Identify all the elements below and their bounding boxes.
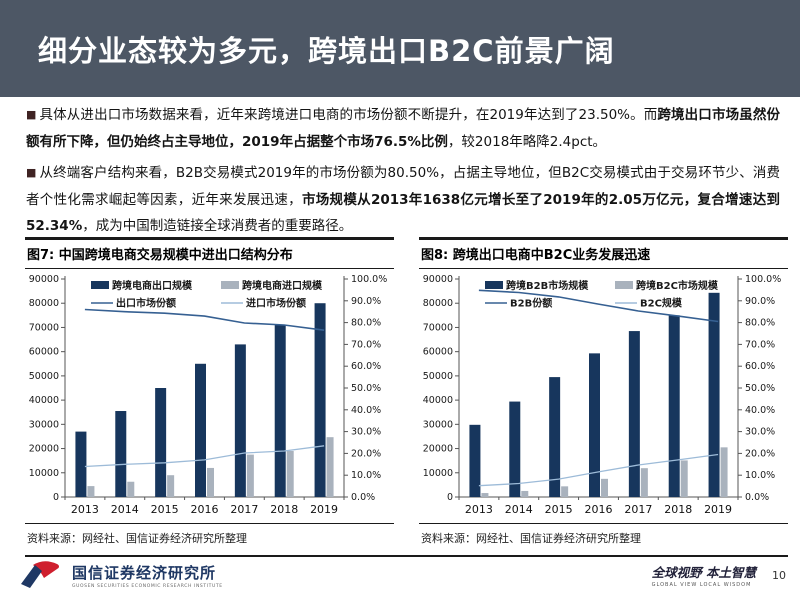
slogan-cn: 全球视野 本土智慧 <box>651 565 756 580</box>
svg-text:10000: 10000 <box>423 468 453 479</box>
svg-text:70000: 70000 <box>29 322 59 333</box>
svg-text:2019: 2019 <box>310 503 338 516</box>
page-title: 细分业态较为多元，跨境出口B2C前景广阔 <box>38 33 615 68</box>
svg-text:60000: 60000 <box>423 347 453 358</box>
svg-text:30.0%: 30.0% <box>745 427 775 438</box>
svg-text:50000: 50000 <box>29 371 59 382</box>
svg-text:2016: 2016 <box>585 503 613 516</box>
body-text: ■ 具体从进出口市场数据来看，近年来跨境进口电商的市场份额不断提升，在2019年达… <box>26 102 780 234</box>
svg-text:0: 0 <box>53 492 59 503</box>
svg-text:50.0%: 50.0% <box>351 383 381 394</box>
bullet-paragraph-1: ■ 具体从进出口市场数据来看，近年来跨境进口电商的市场份额不断提升，在2019年达… <box>26 102 780 155</box>
svg-text:20.0%: 20.0% <box>745 448 775 459</box>
svg-text:80000: 80000 <box>423 298 453 309</box>
svg-text:60000: 60000 <box>29 347 59 358</box>
svg-text:70.0%: 70.0% <box>351 339 381 350</box>
figure8-panel: 图8: 跨境出口电商中B2C业务发展迅速 0 10000 20000 30000 400… <box>419 237 788 555</box>
svg-text:40000: 40000 <box>423 395 453 406</box>
figure7-panel: 图7: 中国跨境电商交易规模中进出口结构分布 0 10000 20000 30000 4… <box>25 237 394 555</box>
svg-text:出口市场份额: 出口市场份额 <box>116 297 176 310</box>
bullet-paragraph-2: ■ 从终端客户结构来看，B2B交易模式2019年的市场份额为80.50%，占据主导… <box>26 160 780 234</box>
svg-text:70000: 70000 <box>423 322 453 333</box>
figure8-title: 图8: 跨境出口电商中B2C业务发展迅速 <box>419 237 788 269</box>
svg-text:40.0%: 40.0% <box>351 405 381 416</box>
svg-text:10.0%: 10.0% <box>745 470 775 481</box>
svg-text:70.0%: 70.0% <box>745 339 775 350</box>
svg-text:2015: 2015 <box>151 503 179 516</box>
svg-text:2018: 2018 <box>664 503 692 516</box>
svg-text:60.0%: 60.0% <box>745 361 775 372</box>
svg-text:20.0%: 20.0% <box>351 448 381 459</box>
svg-text:2019: 2019 <box>704 503 732 516</box>
svg-text:10000: 10000 <box>29 468 59 479</box>
svg-text:0: 0 <box>447 492 453 503</box>
svg-text:跨境B2B市场规模: 跨境B2B市场规模 <box>506 279 589 292</box>
bullet-square-icon: ■ <box>26 108 37 121</box>
svg-text:2016: 2016 <box>191 503 219 516</box>
svg-text:90.0%: 90.0% <box>745 296 775 307</box>
svg-text:20000: 20000 <box>423 444 453 455</box>
svg-text:进口市场份额: 进口市场份额 <box>246 297 306 310</box>
svg-text:30000: 30000 <box>29 419 59 430</box>
svg-text:2014: 2014 <box>111 503 139 516</box>
svg-text:30.0%: 30.0% <box>351 427 381 438</box>
svg-text:B2C规模: B2C规模 <box>640 297 683 310</box>
svg-text:50000: 50000 <box>423 371 453 382</box>
svg-text:B2B份额: B2B份额 <box>510 297 552 310</box>
svg-text:90000: 90000 <box>29 274 59 285</box>
svg-text:0.0%: 0.0% <box>351 492 375 503</box>
svg-text:80.0%: 80.0% <box>351 318 381 329</box>
figure7-title: 图7: 中国跨境电商交易规模中进出口结构分布 <box>25 237 394 269</box>
svg-text:2015: 2015 <box>545 503 573 516</box>
svg-text:2018: 2018 <box>270 503 298 516</box>
bullet-2-text: 从终端客户结构来看，B2B交易模式2019年的市场份额为80.50%，占据主导地… <box>26 165 780 234</box>
footer: 国信证券经济研究所 GUOSEN SECURITIES ECONOMIC RES… <box>0 554 800 600</box>
brand-name-cn: 国信证券经济研究所 <box>72 563 217 582</box>
svg-text:80000: 80000 <box>29 298 59 309</box>
svg-text:60.0%: 60.0% <box>351 361 381 372</box>
svg-text:10.0%: 10.0% <box>351 470 381 481</box>
svg-text:100.0%: 100.0% <box>745 274 781 285</box>
brand-text: 国信证券经济研究所 GUOSEN SECURITIES ECONOMIC RES… <box>72 562 223 589</box>
svg-text:80.0%: 80.0% <box>745 318 775 329</box>
svg-text:跨境B2C市场规模: 跨境B2C市场规模 <box>636 279 719 292</box>
svg-text:2017: 2017 <box>230 503 258 516</box>
footer-right: 全球视野 本土智慧 GLOBAL VIEW LOCAL WISDOM 10 <box>652 562 786 588</box>
figure7-source: 资料来源：网经社、国信证券经济研究所整理 <box>25 523 394 555</box>
svg-text:2017: 2017 <box>624 503 652 516</box>
page-number: 10 <box>772 568 786 582</box>
slogan-block: 全球视野 本土智慧 GLOBAL VIEW LOCAL WISDOM <box>652 562 756 588</box>
svg-text:100.0%: 100.0% <box>351 274 387 285</box>
svg-text:90000: 90000 <box>423 274 453 285</box>
figure8-chart: 0 10000 20000 30000 40000 50000 60000 70000 8000… <box>419 271 788 523</box>
header-banner: 细分业态较为多元，跨境出口B2C前景广阔 <box>0 0 800 97</box>
svg-text:2013: 2013 <box>465 503 493 516</box>
slogan-en: GLOBAL VIEW LOCAL WISDOM <box>651 582 752 588</box>
svg-text:2014: 2014 <box>505 503 533 516</box>
guosen-logo-icon <box>21 561 59 588</box>
figure8-source: 资料来源：网经社、国信证券经济研究所整理 <box>419 523 788 555</box>
bullet-square-icon: ■ <box>26 166 37 179</box>
svg-text:2013: 2013 <box>71 503 99 516</box>
figure7-chart: 0 10000 20000 30000 40000 50000 60000 70000 8000… <box>25 271 394 523</box>
svg-text:跨境电商出口规模: 跨境电商出口规模 <box>112 279 193 292</box>
svg-text:跨境电商进口规模: 跨境电商进口规模 <box>242 279 323 292</box>
bullet-1-text: 具体从进出口市场数据来看，近年来跨境进口电商的市场份额不断提升，在2019年达到… <box>26 107 780 150</box>
svg-text:0.0%: 0.0% <box>745 492 769 503</box>
figures-row: 图7: 中国跨境电商交易规模中进出口结构分布 0 10000 20000 30000 4… <box>25 237 788 557</box>
svg-text:40.0%: 40.0% <box>745 405 775 416</box>
brand-name-en: GUOSEN SECURITIES ECONOMIC RESEARCH INST… <box>72 583 223 589</box>
svg-text:30000: 30000 <box>423 419 453 430</box>
svg-text:90.0%: 90.0% <box>351 296 381 307</box>
svg-text:20000: 20000 <box>29 444 59 455</box>
brand-block: 国信证券经济研究所 GUOSEN SECURITIES ECONOMIC RES… <box>18 559 223 591</box>
svg-text:50.0%: 50.0% <box>745 383 775 394</box>
svg-text:40000: 40000 <box>29 395 59 406</box>
